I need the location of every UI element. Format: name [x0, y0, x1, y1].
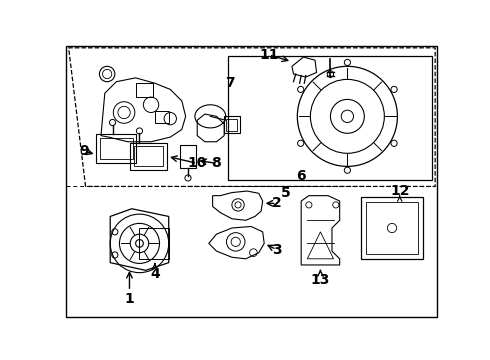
Text: 9: 9: [79, 144, 89, 158]
Bar: [134, 147, 163, 166]
Bar: [224, 116, 240, 133]
Bar: [155, 111, 169, 123]
Bar: [228, 55, 432, 180]
Bar: [366, 202, 418, 254]
Text: 5: 5: [281, 186, 291, 201]
Bar: [140, 228, 169, 259]
Text: 11: 11: [259, 48, 279, 62]
Text: 7: 7: [225, 76, 235, 90]
Bar: [136, 83, 152, 97]
Text: 10: 10: [188, 156, 207, 170]
Text: 13: 13: [311, 273, 330, 287]
Bar: [130, 143, 167, 170]
Text: 1: 1: [124, 292, 134, 306]
Bar: [100, 138, 132, 159]
Text: 8: 8: [212, 156, 221, 170]
Text: 12: 12: [390, 184, 410, 198]
Text: 3: 3: [272, 243, 281, 257]
Bar: [179, 145, 196, 168]
Text: 6: 6: [296, 168, 306, 183]
Text: 4: 4: [150, 267, 160, 281]
Bar: [97, 134, 136, 163]
Bar: [226, 119, 237, 131]
Text: 2: 2: [271, 196, 281, 210]
Bar: [361, 197, 423, 259]
